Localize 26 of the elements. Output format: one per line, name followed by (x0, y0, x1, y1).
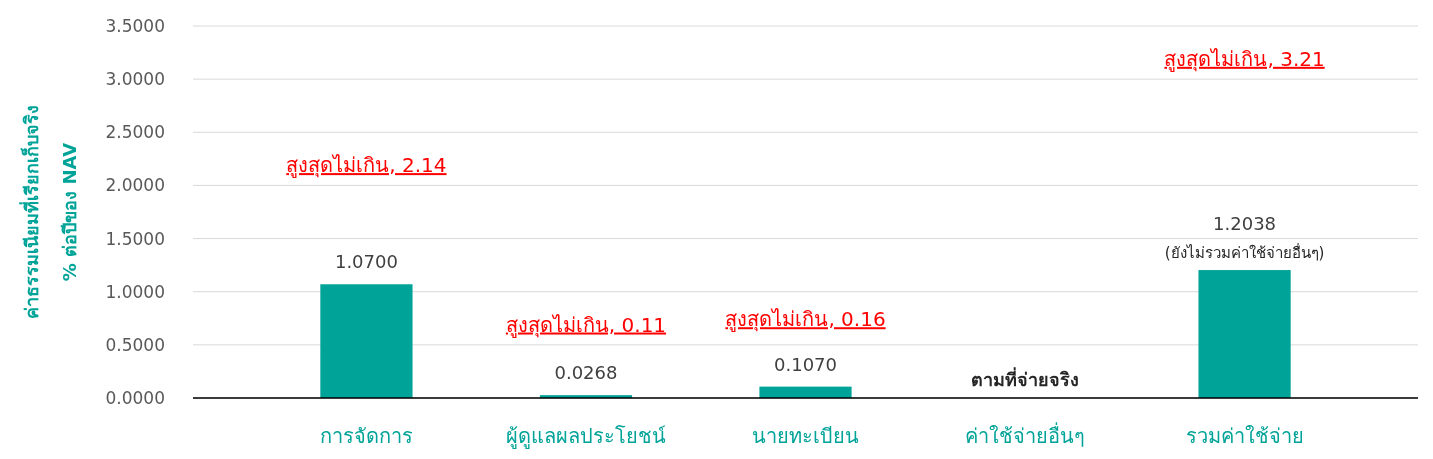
annotation: (ยังไม่รวมค่าใช้จ่ายอื่นๆ) (1164, 242, 1325, 263)
y-tick-label: 2.5000 (105, 122, 165, 143)
data-label: 0.1070 (774, 353, 837, 375)
y-tick-label: 3.5000 (105, 15, 165, 36)
y-tick-label: 1.0000 (105, 281, 165, 302)
text: ตามที่จ่ายจริง (971, 369, 1080, 390)
x-tick-label: รวมค่าใช้จ่าย (1185, 424, 1304, 448)
data-label: 0.0268 (554, 362, 618, 384)
y-tick-label: 2.0000 (105, 175, 165, 196)
y-tick-label: 3.0000 (105, 69, 165, 90)
annotation: สูงสุดไม่เกิน, 0.11 (505, 312, 667, 338)
x-tick-label: การจัดการ (319, 424, 413, 448)
annotation: สูงสุดไม่เกิน, 0.16 (725, 307, 886, 333)
y-tick-label: 0.5000 (105, 334, 165, 355)
x-tick-label: ค่าใช้จ่ายอื่นๆ (965, 422, 1086, 448)
y-tick-label: 0.0000 (105, 387, 165, 408)
data-label: 1.0700 (334, 251, 398, 273)
y-axis-title: ค่าธรรมเนียมที่เรียกเก็บจริง % ต่อปีของ NAV (19, 105, 80, 319)
x-tick-label: ผู้ดูแลผลประโยชน์ (505, 424, 666, 449)
annotation: สูงสุดไม่เกิน, 3.21 (1164, 46, 1325, 72)
x-tick-label: นายทะเบียน (752, 424, 859, 448)
annotation: สูงสุดไม่เกิน, 2.14 (286, 153, 447, 179)
bar (1198, 270, 1291, 398)
bar (320, 284, 413, 398)
y-tick-label: 1.5000 (105, 228, 165, 249)
data-label: 1.2038 (1213, 213, 1277, 235)
